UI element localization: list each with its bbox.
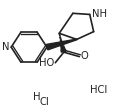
Polygon shape: [61, 49, 66, 52]
Text: N: N: [2, 42, 10, 52]
Polygon shape: [60, 37, 61, 39]
Polygon shape: [46, 39, 77, 50]
Polygon shape: [61, 43, 63, 46]
Text: H: H: [33, 92, 41, 102]
Text: HO: HO: [38, 58, 54, 68]
Text: HCl: HCl: [90, 85, 108, 95]
Text: O: O: [81, 51, 89, 61]
Text: Cl: Cl: [39, 97, 49, 107]
Polygon shape: [61, 46, 65, 49]
Text: NH: NH: [92, 9, 107, 19]
Polygon shape: [59, 34, 60, 36]
Polygon shape: [60, 40, 62, 42]
